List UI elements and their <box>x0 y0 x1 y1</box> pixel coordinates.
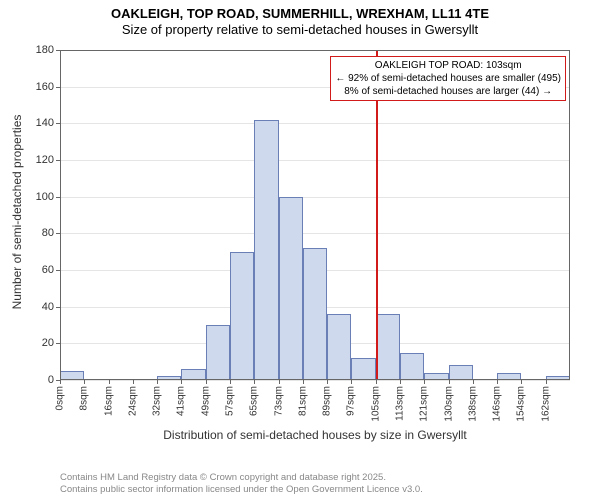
y-tick-label: 80 <box>14 227 54 239</box>
x-tick-label: 89sqm <box>322 386 333 416</box>
x-tick-mark <box>254 380 255 384</box>
chart-wrap: Number of semi-detached properties 0 20 40… <box>0 42 600 442</box>
histogram-bar <box>254 120 278 380</box>
x-tick-mark <box>376 380 377 384</box>
x-tick-mark <box>181 380 182 384</box>
chart-title-line2: Size of property relative to semi-detach… <box>0 22 600 38</box>
x-tick-mark <box>546 380 547 384</box>
x-tick-mark <box>133 380 134 384</box>
x-tick-label: 146sqm <box>492 386 503 422</box>
x-tick-mark <box>327 380 328 384</box>
footer-line1: Contains HM Land Registry data © Crown c… <box>60 472 423 484</box>
x-tick-label: 121sqm <box>419 386 430 422</box>
footer-line2: Contains public sector information licen… <box>60 484 423 496</box>
x-tick-label: 41sqm <box>176 386 187 416</box>
histogram-bar <box>497 373 521 380</box>
callout-box: OAKLEIGH TOP ROAD: 103sqm← 92% of semi-d… <box>330 56 566 101</box>
x-tick-label: 16sqm <box>103 386 114 416</box>
callout-line: OAKLEIGH TOP ROAD: 103sqm <box>335 59 561 72</box>
y-tick-label: 120 <box>14 154 54 166</box>
x-tick-mark <box>351 380 352 384</box>
callout-line: 8% of semi-detached houses are larger (4… <box>335 85 561 98</box>
x-tick-mark <box>157 380 158 384</box>
x-axis-title: Distribution of semi-detached houses by … <box>60 428 570 442</box>
x-tick-mark <box>424 380 425 384</box>
x-tick-label: 32sqm <box>152 386 163 416</box>
x-tick-mark <box>279 380 280 384</box>
x-tick-mark <box>84 380 85 384</box>
histogram-bar <box>546 376 570 380</box>
x-tick-mark <box>60 380 61 384</box>
x-tick-mark <box>400 380 401 384</box>
gridline <box>60 233 570 234</box>
x-tick-mark <box>303 380 304 384</box>
histogram-bar <box>376 314 400 380</box>
gridline <box>60 197 570 198</box>
attribution-footer: Contains HM Land Registry data © Crown c… <box>60 472 423 496</box>
chart-title-block: OAKLEIGH, TOP ROAD, SUMMERHILL, WREXHAM,… <box>0 0 600 39</box>
y-tick-label: 40 <box>14 301 54 313</box>
x-tick-label: 57sqm <box>225 386 236 416</box>
x-tick-mark <box>206 380 207 384</box>
x-tick-label: 0sqm <box>55 386 66 410</box>
y-tick-label: 140 <box>14 117 54 129</box>
x-tick-label: 154sqm <box>516 386 527 422</box>
histogram-bar <box>206 325 230 380</box>
histogram-bar <box>279 197 303 380</box>
x-tick-mark <box>521 380 522 384</box>
histogram-bar <box>424 373 448 380</box>
histogram-bar <box>230 252 254 380</box>
histogram-bar <box>351 358 375 380</box>
y-tick-label: 160 <box>14 81 54 93</box>
histogram-bar <box>327 314 351 380</box>
y-tick-label: 100 <box>14 191 54 203</box>
x-tick-label: 138sqm <box>467 386 478 422</box>
x-tick-label: 24sqm <box>127 386 138 416</box>
y-axis-title: Number of semi-detached properties <box>10 115 24 310</box>
y-tick-label: 0 <box>14 374 54 386</box>
histogram-bar <box>449 365 473 380</box>
x-tick-label: 81sqm <box>297 386 308 416</box>
x-tick-label: 97sqm <box>346 386 357 416</box>
x-tick-label: 73sqm <box>273 386 284 416</box>
x-tick-label: 49sqm <box>200 386 211 416</box>
histogram-bar <box>303 248 327 380</box>
y-tick-label: 180 <box>14 44 54 56</box>
x-tick-label: 105sqm <box>370 386 381 422</box>
x-tick-label: 8sqm <box>79 386 90 410</box>
y-tick-label: 20 <box>14 337 54 349</box>
y-tick-label: 60 <box>14 264 54 276</box>
x-tick-label: 113sqm <box>395 386 406 421</box>
gridline <box>60 123 570 124</box>
histogram-bar <box>181 369 205 380</box>
chart-title-line1: OAKLEIGH, TOP ROAD, SUMMERHILL, WREXHAM,… <box>0 6 600 22</box>
histogram-bar <box>60 371 84 380</box>
callout-line: ← 92% of semi-detached houses are smalle… <box>335 72 561 85</box>
x-tick-mark <box>473 380 474 384</box>
x-tick-mark <box>497 380 498 384</box>
gridline <box>60 380 570 381</box>
x-tick-mark <box>449 380 450 384</box>
x-tick-label: 130sqm <box>443 386 454 422</box>
x-tick-mark <box>230 380 231 384</box>
gridline <box>60 50 570 51</box>
histogram-bar <box>157 376 181 380</box>
x-tick-label: 162sqm <box>540 386 551 422</box>
x-tick-mark <box>109 380 110 384</box>
gridline <box>60 160 570 161</box>
plot-area: OAKLEIGH TOP ROAD: 103sqm← 92% of semi-d… <box>60 50 570 380</box>
histogram-bar <box>400 353 424 381</box>
x-tick-label: 65sqm <box>249 386 260 416</box>
